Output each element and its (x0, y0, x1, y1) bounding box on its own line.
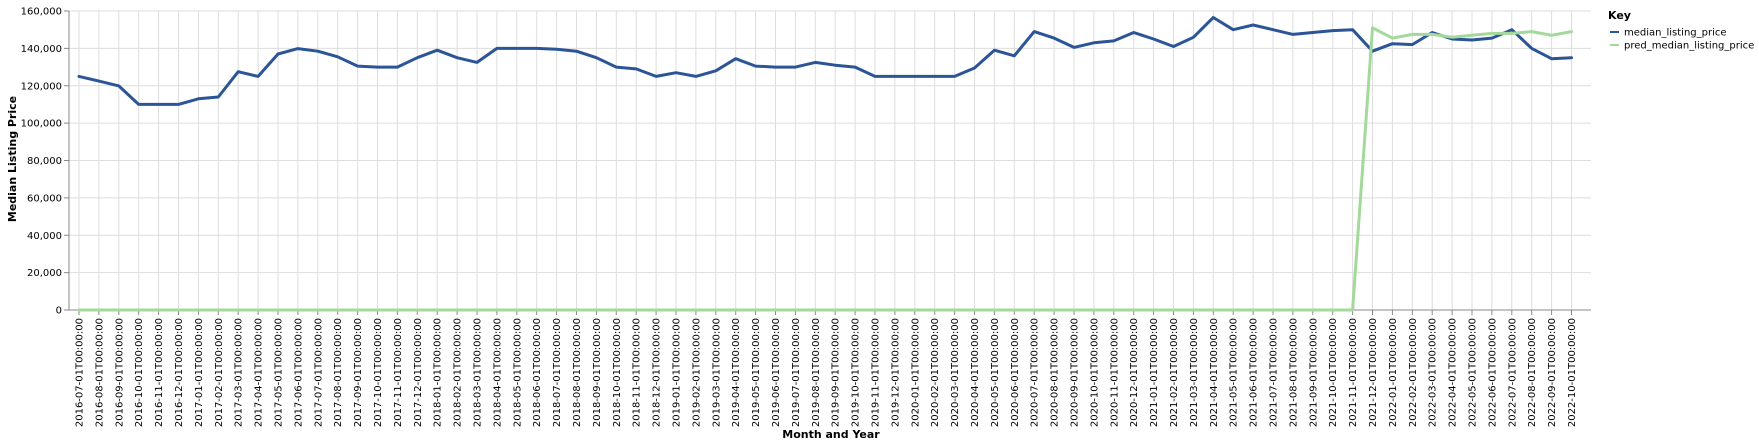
x-tick-label: 2016-09-01T00:00:00 (114, 318, 125, 427)
x-tick-label: 2016-07-01T00:00:00 (75, 318, 86, 427)
x-tick-label: 2019-04-01T00:00:00 (731, 318, 742, 427)
x-tick-label: 2022-08-01T00:00:00 (1527, 318, 1538, 427)
x-tick-label: 2021-01-01T00:00:00 (1149, 318, 1160, 427)
y-tick-label: 20,000 (27, 268, 62, 279)
x-tick-label: 2017-12-01T00:00:00 (413, 318, 424, 427)
x-axis: 2016-07-01T00:00:00 2016-08-01T00:00:00 20… (69, 309, 1591, 427)
x-tick-label: 2019-09-01T00:00:00 (831, 318, 842, 427)
x-tick-label: 2017-01-01T00:00:00 (194, 318, 205, 427)
x-tick-label: 2022-02-01T00:00:00 (1408, 318, 1419, 427)
x-tick-label: 2017-02-01T00:00:00 (214, 318, 225, 427)
x-tick-label: 2021-12-01T00:00:00 (1368, 318, 1379, 427)
x-tick-label: 2018-06-01T00:00:00 (532, 318, 543, 427)
legend-label: pred_median_listing_price (1624, 41, 1754, 52)
x-tick-label: 2019-12-01T00:00:00 (890, 318, 901, 427)
x-tick-label: 2020-02-01T00:00:00 (930, 318, 941, 427)
x-tick-label: 2022-06-01T00:00:00 (1487, 318, 1498, 427)
x-tick-label: 2016-11-01T00:00:00 (154, 318, 165, 427)
x-tick-label: 2019-07-01T00:00:00 (791, 318, 802, 427)
x-tick-label: 2019-11-01T00:00:00 (871, 318, 882, 427)
legend: Key median_listing_price pred_median_list… (1608, 9, 1754, 52)
y-axis: 0 20,000 40,000 60,000 80,000 100,000 120,000 1… (21, 7, 70, 317)
x-tick-label: 2020-08-01T00:00:00 (1050, 318, 1061, 427)
y-tick-label: 40,000 (27, 231, 62, 242)
x-tick-label: 2019-10-01T00:00:00 (851, 318, 862, 427)
x-tick-label: 2017-09-01T00:00:00 (353, 318, 364, 427)
x-tick-label: 2019-05-01T00:00:00 (751, 318, 762, 427)
series-lines (77, 16, 1573, 312)
x-tick-label: 2016-10-01T00:00:00 (134, 318, 145, 427)
x-tick-label: 2020-10-01T00:00:00 (1089, 318, 1100, 427)
x-tick-label: 2022-03-01T00:00:00 (1428, 318, 1439, 427)
x-tick-label: 2017-06-01T00:00:00 (293, 318, 304, 427)
x-tick-label: 2022-10-01T00:00:00 (1567, 318, 1578, 427)
x-tick-label: 2022-07-01T00:00:00 (1507, 318, 1518, 427)
y-tick-label: 80,000 (27, 156, 62, 167)
x-tick-label: 2016-08-01T00:00:00 (94, 318, 105, 427)
x-tick-label: 2021-03-01T00:00:00 (1189, 318, 1200, 427)
series-line-median-listing-price (77, 16, 1573, 106)
x-tick-label: 2020-11-01T00:00:00 (1109, 318, 1120, 427)
x-tick-label: 2020-12-01T00:00:00 (1129, 318, 1140, 427)
x-tick-label: 2021-07-01T00:00:00 (1269, 318, 1280, 427)
x-tick-label: 2019-06-01T00:00:00 (771, 318, 782, 427)
x-tick-label: 2018-11-01T00:00:00 (632, 318, 643, 427)
x-tick-label: 2018-04-01T00:00:00 (492, 318, 503, 427)
x-tick-label: 2017-11-01T00:00:00 (393, 318, 404, 427)
y-tick-label: 60,000 (27, 193, 62, 204)
grid-lines (69, 10, 1591, 311)
x-tick-label: 2021-02-01T00:00:00 (1169, 318, 1180, 427)
x-tick-label: 2021-08-01T00:00:00 (1288, 318, 1299, 427)
x-tick-label: 2018-12-01T00:00:00 (652, 318, 663, 427)
x-tick-label: 2020-09-01T00:00:00 (1070, 318, 1081, 427)
x-tick-label: 2020-04-01T00:00:00 (970, 318, 981, 427)
x-tick-label: 2017-04-01T00:00:00 (254, 318, 265, 427)
x-tick-label: 2021-10-01T00:00:00 (1328, 318, 1339, 427)
x-tick-label: 2018-05-01T00:00:00 (512, 318, 523, 427)
y-tick-label: 100,000 (21, 119, 62, 130)
x-tick-label: 2019-08-01T00:00:00 (811, 318, 822, 427)
x-tick-label: 2019-01-01T00:00:00 (672, 318, 683, 427)
y-tick-label: 160,000 (21, 7, 62, 18)
x-tick-label: 2020-07-01T00:00:00 (1030, 318, 1041, 427)
x-tick-label: 2021-11-01T00:00:00 (1348, 318, 1359, 427)
x-tick-label: 2017-08-01T00:00:00 (333, 318, 344, 427)
x-tick-label: 2020-03-01T00:00:00 (950, 318, 961, 427)
x-tick-label: 2018-01-01T00:00:00 (433, 318, 444, 427)
x-tick-label: 2018-02-01T00:00:00 (453, 318, 464, 427)
x-tick-label: 2021-04-01T00:00:00 (1209, 318, 1220, 427)
x-axis-title: Month and Year (782, 428, 880, 441)
legend-title: Key (1608, 9, 1631, 22)
x-tick-label: 2016-12-01T00:00:00 (174, 318, 185, 427)
x-tick-label: 2018-09-01T00:00:00 (592, 318, 603, 427)
x-tick-label: 2017-03-01T00:00:00 (234, 318, 245, 427)
x-tick-label: 2019-02-01T00:00:00 (691, 318, 702, 427)
x-tick-label: 2020-06-01T00:00:00 (1010, 318, 1021, 427)
x-tick-label: 2022-04-01T00:00:00 (1448, 318, 1459, 427)
x-tick-label: 2018-08-01T00:00:00 (572, 318, 583, 427)
x-tick-label: 2022-05-01T00:00:00 (1468, 318, 1479, 427)
y-axis-title: Median Listing Price (6, 96, 19, 222)
x-tick-label: 2017-05-01T00:00:00 (274, 318, 285, 427)
x-tick-label: 2020-01-01T00:00:00 (910, 318, 921, 427)
x-tick-label: 2017-10-01T00:00:00 (373, 318, 384, 427)
series-line-pred-median-listing-price (77, 26, 1573, 312)
x-tick-label: 2021-06-01T00:00:00 (1249, 318, 1260, 427)
x-tick-label: 2017-07-01T00:00:00 (313, 318, 324, 427)
x-tick-label: 2020-05-01T00:00:00 (990, 318, 1001, 427)
x-tick-label: 2018-07-01T00:00:00 (552, 318, 563, 427)
x-tick-label: 2021-09-01T00:00:00 (1308, 318, 1319, 427)
y-tick-label: 0 (56, 306, 62, 317)
x-tick-label: 2022-01-01T00:00:00 (1388, 318, 1399, 427)
legend-label: median_listing_price (1624, 28, 1727, 39)
y-tick-label: 120,000 (21, 81, 62, 92)
y-tick-label: 140,000 (21, 44, 62, 55)
x-tick-label: 2021-05-01T00:00:00 (1229, 318, 1240, 427)
x-tick-label: 2018-03-01T00:00:00 (473, 318, 484, 427)
x-tick-label: 2022-09-01T00:00:00 (1547, 318, 1558, 427)
x-tick-label: 2019-03-01T00:00:00 (711, 318, 722, 427)
x-tick-label: 2018-10-01T00:00:00 (612, 318, 623, 427)
